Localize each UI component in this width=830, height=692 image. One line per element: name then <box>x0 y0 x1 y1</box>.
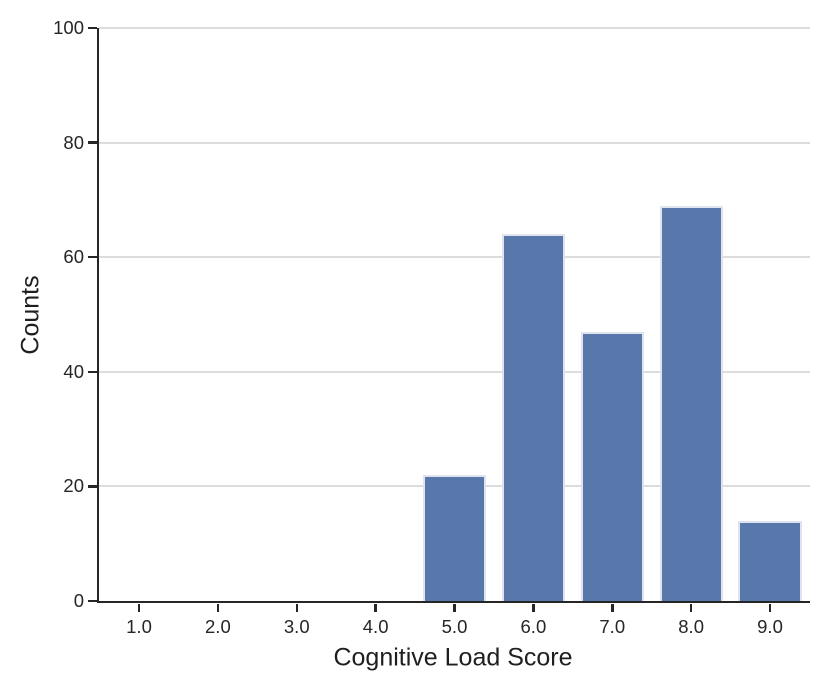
x-tick-label: 6.0 <box>520 616 547 637</box>
y-tick-label: 0 <box>73 590 84 611</box>
x-axis-tick <box>532 603 535 612</box>
y-tick-label: 80 <box>63 131 84 153</box>
y-axis-tick <box>87 255 97 259</box>
plot-area: 0 20 40 60 80 100 1.0 2.0 3.0 4.0 5.0 6.0 7.0 8.0 9.0 <box>53 17 810 637</box>
gridline <box>99 370 810 373</box>
x-axis-tick <box>295 603 298 612</box>
bar <box>738 520 802 601</box>
x-axis-tick <box>689 603 693 612</box>
bar <box>580 331 644 601</box>
x-axis-label: Cognitive Load Score <box>333 643 573 672</box>
x-axis-tick <box>216 603 220 612</box>
gridline <box>99 256 810 259</box>
y-axis-label: Counts <box>16 275 45 355</box>
x-axis-tick <box>374 603 377 612</box>
gridline <box>99 141 810 144</box>
y-tick-label: 40 <box>63 360 84 382</box>
y-axis-tick <box>87 599 97 603</box>
x-tick-label: 7.0 <box>599 616 626 637</box>
y-axis-tick <box>87 370 97 374</box>
bar <box>659 205 723 601</box>
x-tick-label: 4.0 <box>362 616 389 637</box>
gridline <box>99 27 810 29</box>
y-tick-label: 20 <box>63 475 84 497</box>
y-tick-label: 60 <box>63 246 84 268</box>
x-tick-label: 5.0 <box>441 616 468 637</box>
y-tick-label: 100 <box>53 17 84 38</box>
y-axis-tick <box>87 485 97 488</box>
x-tick-label: 2.0 <box>205 616 231 637</box>
x-axis-tick <box>137 603 141 612</box>
x-tick-label: 3.0 <box>283 616 310 637</box>
y-axis-tick <box>87 26 97 30</box>
x-tick-label: 9.0 <box>757 616 783 637</box>
x-axis-tick <box>768 603 772 612</box>
bar <box>422 474 487 601</box>
x-tick-label: 1.0 <box>126 616 152 637</box>
y-axis-tick <box>87 141 97 144</box>
x-axis-tick <box>611 603 614 612</box>
bar <box>501 234 565 601</box>
x-axis-tick <box>453 603 456 612</box>
x-tick-label: 8.0 <box>678 616 704 637</box>
